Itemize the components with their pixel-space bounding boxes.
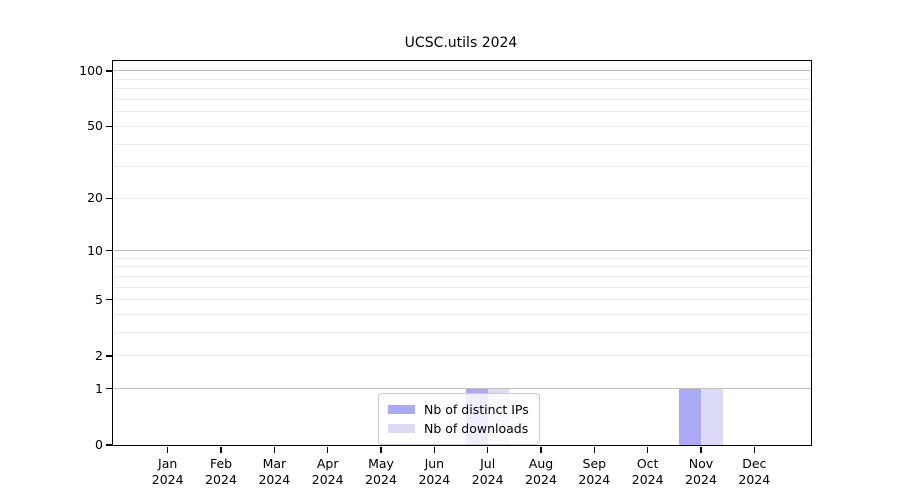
gridline-minor-90 [113,78,811,80]
gridline-minor-2 [113,355,811,357]
gridline-minor-60 [113,111,811,113]
legend-item-downloads: Nb of downloads [388,419,529,438]
gridline-minor-4 [113,314,811,316]
x-tick-label-2: Mar 2024 [234,456,314,488]
x-tick-label-0: Jan 2024 [128,456,208,488]
x-tick-month: Aug [528,456,554,471]
x-tick-8 [593,446,595,453]
x-tick-10 [700,446,702,453]
x-tick-5 [433,446,435,453]
y-tick-label-1: 1 [95,380,103,396]
x-tick-month: Nov [688,456,714,471]
y-tick-1 [106,388,112,390]
x-tick-month: Sep [582,456,607,471]
x-tick-9 [647,446,649,453]
gridline-minor-80 [113,88,811,90]
gridline-major-10 [113,250,811,252]
x-tick-year: 2024 [471,472,504,487]
bar-nb-of-downloads-Nov-2024 [701,388,723,445]
x-tick-year: 2024 [525,472,557,487]
x-tick-0 [167,446,169,453]
y-tick-2 [106,355,112,357]
x-tick-label-1: Feb 2024 [181,456,261,488]
y-tick-5 [106,299,112,301]
x-tick-month: Mar [262,456,287,471]
y-tick-label-10: 10 [87,242,103,258]
legend-swatch-downloads [388,424,415,433]
legend-item-distinct-ips: Nb of distinct IPs [388,400,529,419]
x-tick-4 [380,446,382,453]
gridline-major-1 [113,388,811,390]
x-tick-label-7: Aug 2024 [501,456,581,488]
x-tick-label-4: May 2024 [341,456,421,488]
x-tick-label-10: Nov 2024 [661,456,741,488]
y-tick-10 [106,250,112,252]
x-tick-label-11: Dec 2024 [714,456,794,488]
y-tick-100 [106,70,112,72]
gridline-minor-8 [113,266,811,268]
x-tick-month: Jun [424,456,445,471]
gridline-minor-70 [113,99,811,101]
y-tick-label-5: 5 [95,291,103,307]
x-tick-label-3: Apr 2024 [288,456,368,488]
x-tick-month: Jan [158,456,178,471]
y-tick-label-50: 50 [87,118,103,134]
gridline-minor-6 [113,286,811,288]
plot-area: 0 1 2 5 10 20 50 100 Jan 2024 Feb 2024 Mar 2024 Apr 202… [79,60,812,487]
y-tick-label-20: 20 [87,190,103,206]
x-tick-month: May [368,456,394,471]
x-tick-year: 2024 [205,472,237,487]
gridline-major-100 [113,70,811,72]
x-tick-label-9: Oct 2024 [608,456,688,488]
gridline-minor-5 [113,299,811,301]
gridline-minor-30 [113,166,811,168]
y-tick-0 [106,444,112,446]
chart-title: UCSC.utils 2024 [404,35,518,51]
legend-label-distinct-ips: Nb of distinct IPs [424,402,529,417]
x-tick-6 [487,446,489,453]
x-tick-month: Feb [209,456,233,471]
gridline-minor-40 [113,143,811,145]
x-tick-month: Dec [742,456,767,471]
x-tick-year: 2024 [258,472,291,487]
x-tick-year: 2024 [631,472,664,487]
x-tick-label-5: Jun 2024 [394,456,474,488]
x-tick-year: 2024 [418,472,451,487]
gridline-minor-3 [113,332,811,334]
y-tick-50 [106,125,112,127]
y-tick-label-100: 100 [79,62,103,78]
y-tick-label-2: 2 [95,347,103,363]
chart-legend: Nb of distinct IPs Nb of downloads [378,393,540,445]
gridline-minor-20 [113,197,811,199]
y-tick-label-0: 0 [95,437,103,452]
legend-swatch-distinct-ips [388,405,415,414]
bar-nb-of-distinct-ips-Nov-2024 [679,388,701,445]
x-tick-year: 2024 [578,472,611,487]
gridline-minor-9 [113,257,811,259]
x-tick-year: 2024 [151,472,184,487]
x-tick-7 [540,446,542,453]
x-tick-3 [327,446,329,453]
x-tick-label-6: Jul 2024 [448,456,528,488]
x-tick-year: 2024 [311,472,344,487]
y-tick-20 [106,197,112,199]
x-tick-year: 2024 [365,472,397,487]
x-tick-month: Jul [480,456,496,471]
x-tick-month: Oct [636,456,659,471]
x-tick-1 [220,446,222,453]
gridline-minor-50 [113,125,811,127]
x-tick-year: 2024 [685,472,717,487]
x-tick-label-8: Sep 2024 [554,456,634,488]
legend-label-downloads: Nb of downloads [424,421,529,436]
x-tick-month: Apr [316,456,339,471]
x-tick-year: 2024 [738,472,771,487]
x-tick-11 [753,446,755,453]
x-tick-2 [273,446,275,453]
gridline-minor-7 [113,275,811,277]
